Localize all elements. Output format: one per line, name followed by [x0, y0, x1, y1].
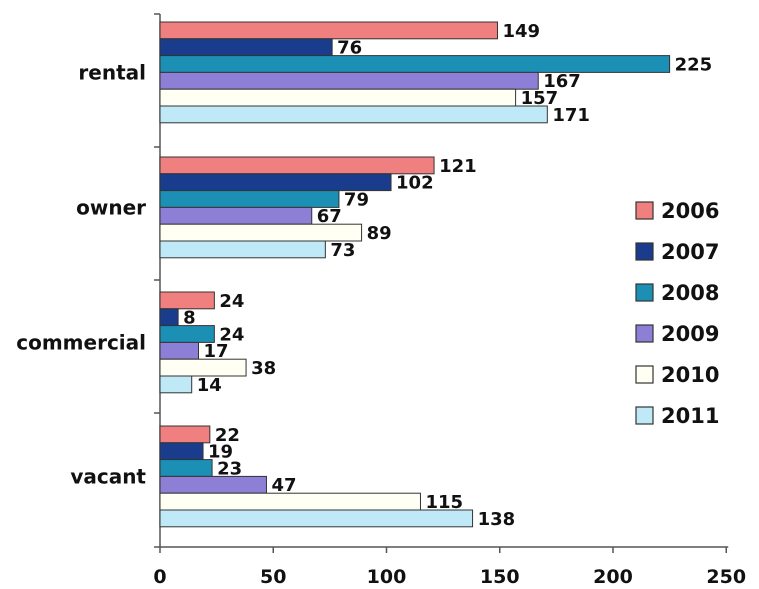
data-label: 14: [197, 375, 222, 396]
legend-label: 2006: [661, 199, 719, 223]
data-label: 17: [204, 341, 229, 362]
category-label-rental: rental: [78, 60, 146, 84]
bar-rental-2009: [159, 71, 539, 90]
x-tick-label: 150: [480, 566, 520, 588]
bar-owner-2007: [159, 173, 392, 192]
bar-vacant-2007: [159, 442, 204, 461]
data-label: 138: [478, 509, 516, 530]
bar-owner-2006: [159, 156, 435, 175]
data-label: 22: [215, 425, 240, 446]
bar-commercial-2006: [159, 291, 215, 310]
bar-commercial-2009: [159, 341, 200, 360]
bar-rental-2006: [159, 21, 498, 40]
data-label: 47: [271, 475, 296, 496]
data-label: 89: [367, 223, 392, 244]
bar-commercial-2007: [159, 308, 179, 327]
data-label: 121: [439, 156, 477, 177]
x-tick-label: 250: [706, 566, 746, 588]
x-tick-label: 50: [260, 566, 286, 588]
bar-rental-2008: [159, 55, 671, 73]
data-label: 73: [330, 240, 355, 261]
legend-swatch-2011: [635, 406, 654, 425]
data-label: 79: [344, 189, 369, 210]
x-tick-label: 0: [153, 566, 166, 588]
data-label: 38: [251, 358, 276, 379]
bar-owner-2010: [159, 223, 363, 242]
x-tick-label: 100: [367, 566, 407, 588]
data-label: 8: [183, 308, 196, 329]
bar-commercial-2010: [159, 358, 247, 377]
bar-rental-2010: [159, 88, 517, 107]
data-label: 24: [219, 291, 244, 312]
data-label: 76: [337, 38, 362, 59]
legend-label: 2009: [661, 322, 719, 346]
data-label: 149: [502, 21, 540, 42]
data-label: 167: [543, 71, 581, 92]
bar-owner-2011: [159, 240, 326, 259]
legend-label: 2011: [661, 404, 719, 428]
bar-vacant-2009: [159, 475, 267, 494]
data-label: 24: [219, 324, 244, 345]
bar-vacant-2010: [159, 492, 421, 511]
category-label-vacant: vacant: [70, 464, 146, 488]
data-label: 23: [217, 458, 242, 479]
category-label-owner: owner: [76, 195, 146, 219]
legend-label: 2008: [661, 281, 719, 305]
category-label-commercial: commercial: [16, 330, 146, 354]
legend-swatch-2009: [635, 324, 654, 343]
bar-commercial-2011: [159, 375, 193, 394]
data-label: 102: [396, 173, 434, 194]
legend-swatch-2008: [635, 283, 654, 302]
data-label: 67: [317, 206, 342, 227]
x-tick-label: 200: [593, 566, 633, 588]
data-label: 171: [552, 105, 590, 126]
data-label: 115: [425, 492, 463, 513]
bar-owner-2008: [159, 190, 340, 208]
legend-label: 2010: [661, 363, 719, 387]
legend-swatch-2010: [635, 365, 654, 384]
bar-vacant-2011: [159, 509, 474, 528]
data-label: 225: [675, 54, 713, 75]
bar-rental-2007: [159, 38, 333, 57]
bar-rental-2011: [159, 105, 548, 124]
bar-vacant-2006: [159, 425, 211, 444]
bar-owner-2009: [159, 206, 313, 225]
data-label: 19: [208, 442, 233, 463]
legend-label: 2007: [661, 240, 719, 264]
bar-vacant-2008: [159, 459, 213, 477]
legend-swatch-2007: [635, 242, 654, 261]
bar-commercial-2008: [159, 325, 215, 343]
data-label: 157: [521, 88, 559, 109]
legend-swatch-2006: [635, 201, 654, 220]
